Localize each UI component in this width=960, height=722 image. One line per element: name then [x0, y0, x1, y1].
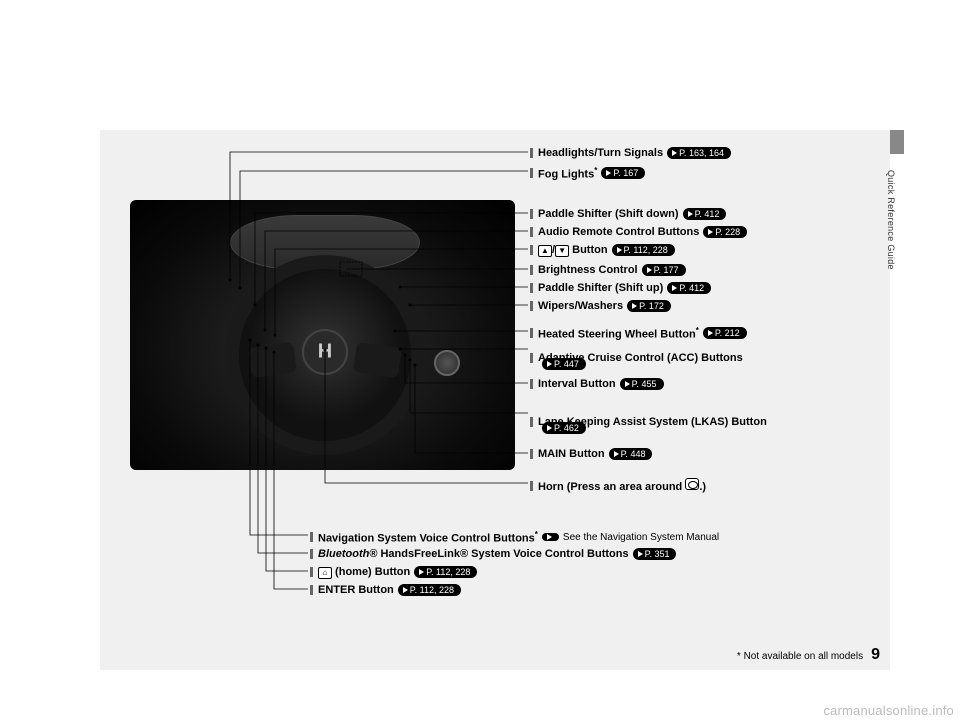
side-tab	[890, 130, 904, 154]
footnote: * Not available on all models	[737, 651, 863, 662]
callout-row: ▲/▼ ButtonP. 112, 228	[530, 244, 675, 257]
callout-row: Fog Lights*P. 167	[530, 166, 645, 181]
callout-row: Heated Steering Wheel Button*P. 212	[530, 326, 747, 341]
watermark: carmanualsonline.info	[823, 703, 954, 718]
callout-row: Audio Remote Control ButtonsP. 228	[530, 226, 747, 238]
callout-row: Paddle Shifter (Shift down)P. 412	[530, 208, 726, 220]
page-footer: * Not available on all models 9	[737, 646, 880, 664]
page-number: 9	[871, 646, 880, 664]
callout-row: Navigation System Voice Control Buttons*…	[310, 530, 719, 545]
callout-row: MAIN ButtonP. 448	[530, 448, 652, 460]
callout-row: Interval ButtonP. 455	[530, 378, 664, 390]
callout-row: Lane Keeping Assist System (LKAS) Button…	[530, 408, 767, 436]
callout-row: Horn (Press an area around .)	[530, 478, 706, 493]
manual-page: Quick Reference Guide H	[100, 130, 890, 670]
callout-row: Paddle Shifter (Shift up)P. 412	[530, 282, 711, 294]
callout-row: Wipers/WashersP. 172	[530, 300, 671, 312]
callout-row: Brightness ControlP. 177	[530, 264, 686, 276]
callout-container: Headlights/Turn SignalsP. 163, 164 Fog Li…	[100, 130, 890, 670]
callout-row: ⌂ (home) ButtonP. 112, 228	[310, 566, 477, 579]
callout-row: Adaptive Cruise Control (ACC) ButtonsP. …	[530, 344, 743, 372]
callout-row: Bluetooth® HandsFreeLink® System Voice C…	[310, 548, 676, 560]
callout-row: ENTER ButtonP. 112, 228	[310, 584, 461, 596]
callout-row: Headlights/Turn SignalsP. 163, 164	[530, 147, 731, 159]
